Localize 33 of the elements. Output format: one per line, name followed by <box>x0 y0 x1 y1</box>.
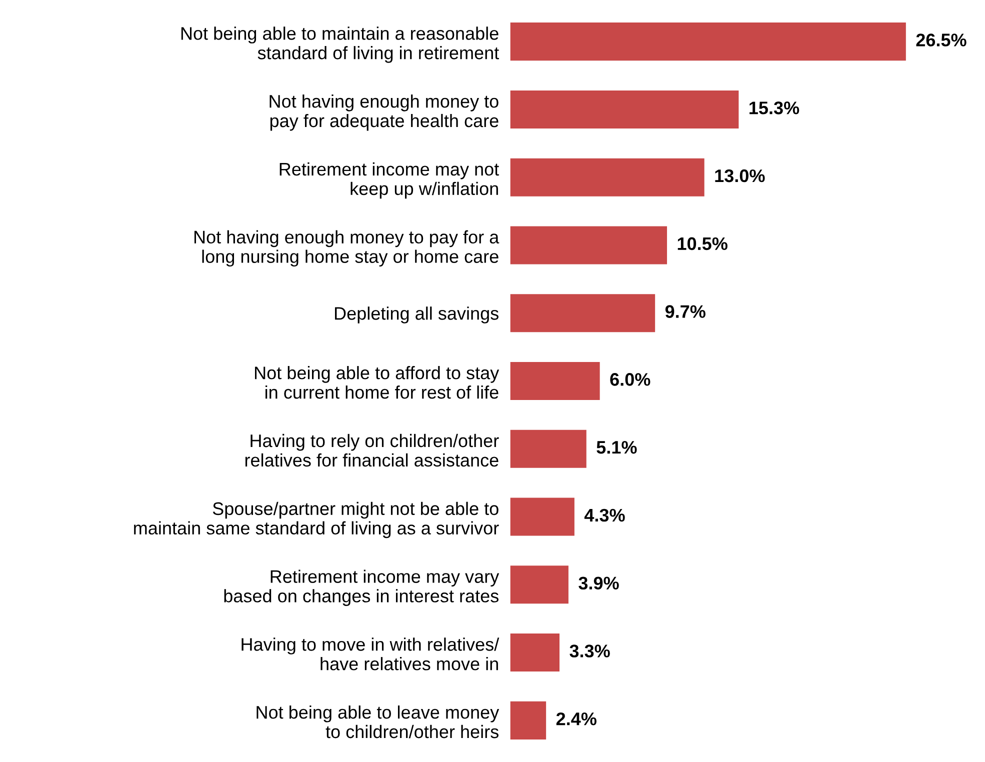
bar <box>510 294 656 332</box>
y-tick-label: Retirement income may vary based on changes in interest rates <box>224 570 500 606</box>
data-label: 13.0% <box>715 169 765 182</box>
y-tick-label: Having to rely on children/other relatives for financial assistance <box>245 434 499 467</box>
data-label: 6.0% <box>610 373 650 386</box>
data-label: 3.9% <box>578 576 619 590</box>
y-tick-label: Not having enough money to pay for adequate health care <box>270 94 498 131</box>
y-tick-label: Having to move in with relatives/ have relatives move in <box>242 638 500 670</box>
data-label: 4.3% <box>584 508 625 522</box>
y-tick-label: Not being able to afford to stay in current home for rest of life <box>255 366 500 399</box>
bar <box>510 498 574 536</box>
bar <box>510 90 739 128</box>
bar <box>510 158 704 196</box>
data-label: 3.3% <box>570 644 610 658</box>
bar <box>510 430 586 468</box>
y-tick-label: Not being able to leave money to children/other heirs <box>256 705 500 738</box>
bar <box>510 226 668 264</box>
bar <box>510 22 906 61</box>
bar <box>510 634 560 672</box>
bar <box>510 362 600 400</box>
bar <box>510 701 546 740</box>
data-label: 26.5% <box>916 34 966 46</box>
bar <box>510 566 568 604</box>
y-tick-label: Depleting all savings <box>335 306 498 324</box>
data-label: 10.5% <box>678 237 728 250</box>
y-tick-label: Not being able to maintain a reasonable standard of living in retirement <box>181 26 500 63</box>
data-label: 9.7% <box>665 305 706 318</box>
data-label: 15.3% <box>750 102 800 114</box>
y-tick-label: Spouse/partner might not be able to maintain same standard of living as a survivor <box>134 502 499 538</box>
y-tick-label: Not having enough money to pay for a long nursing home stay or home care <box>194 230 500 267</box>
y-tick-label: Retirement income may not keep up w/inflation <box>280 162 499 199</box>
data-label: 2.4% <box>556 712 596 726</box>
data-label: 5.1% <box>596 440 637 454</box>
